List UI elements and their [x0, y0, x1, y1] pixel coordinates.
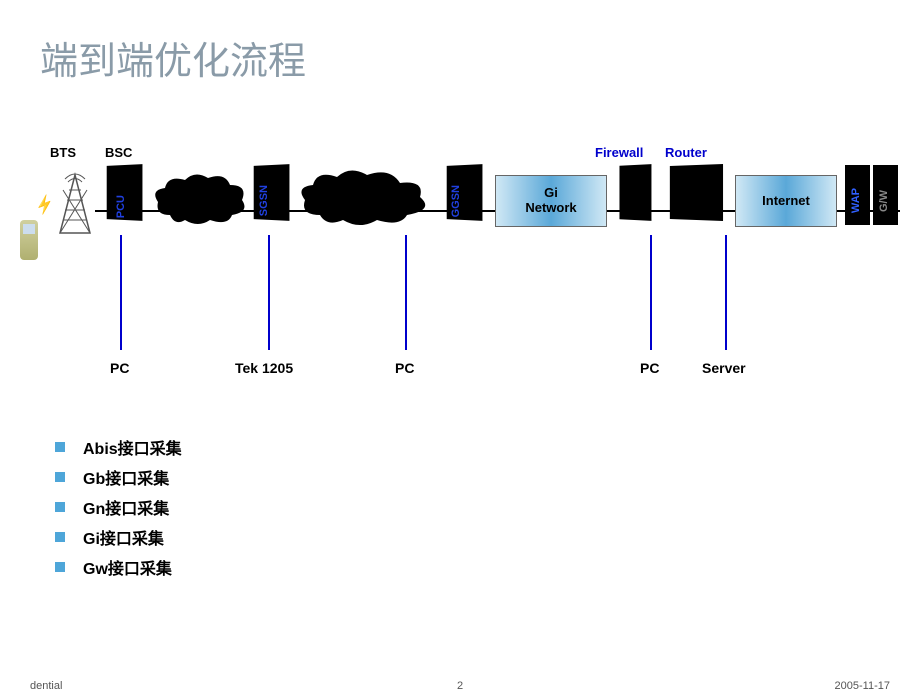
bullet-text: Gb接口采集: [83, 465, 169, 489]
bullet-text: Gn接口采集: [83, 495, 169, 519]
tap-line-pc2: [405, 235, 407, 350]
list-item: Abis接口采集: [55, 435, 182, 459]
tap-line-pc1: [120, 235, 122, 350]
wap-text: WAP: [850, 188, 862, 213]
sgsn-text: SGSN: [258, 185, 270, 216]
footer-page: 2: [457, 680, 463, 692]
gi-network-node: Gi Network: [495, 175, 607, 227]
tap-line-server: [725, 235, 727, 350]
handset-icon: [20, 220, 38, 260]
bullet-list: Abis接口采集 Gb接口采集 Gn接口采集 Gi接口采集 Gw接口采集: [55, 435, 182, 585]
list-item: Gw接口采集: [55, 555, 182, 579]
tap-label-pc2: PC: [395, 360, 414, 376]
label-firewall: Firewall: [595, 145, 643, 160]
bullet-icon: [55, 532, 65, 542]
ggsn-text: GGSN: [450, 185, 462, 217]
label-bsc: BSC: [105, 145, 132, 160]
tap-line-tek: [268, 235, 270, 350]
router-node: [670, 164, 723, 221]
tap-label-tek: Tek 1205: [235, 360, 293, 376]
footer-left: dential: [30, 680, 62, 692]
footer-date: 2005-11-17: [835, 680, 890, 692]
label-router: Router: [665, 145, 707, 160]
list-item: Gb接口采集: [55, 465, 182, 489]
bts-tower-icon: [55, 165, 95, 235]
bullet-icon: [55, 562, 65, 572]
tap-label-server: Server: [702, 360, 746, 376]
cloud-2: [295, 165, 435, 230]
page-title: 端到端优化流程: [40, 30, 306, 85]
signal-icon: ⚡: [32, 192, 58, 218]
tap-line-pc3: [650, 235, 652, 350]
label-bts: BTS: [50, 145, 76, 160]
cloud-1: [150, 170, 250, 228]
tap-label-pc3: PC: [640, 360, 659, 376]
bullet-text: Gw接口采集: [83, 555, 172, 579]
pcu-text: PCU: [115, 195, 127, 218]
list-item: Gn接口采集: [55, 495, 182, 519]
firewall-node: [619, 164, 651, 221]
list-item: Gi接口采集: [55, 525, 182, 549]
gw-text: G/W: [878, 190, 890, 212]
bullet-text: Abis接口采集: [83, 435, 182, 459]
bullet-icon: [55, 442, 65, 452]
bullet-text: Gi接口采集: [83, 525, 164, 549]
internet-node: Internet: [735, 175, 837, 227]
network-diagram: BTS BSC Firewall Router ⚡ PCU SGSN GGSN …: [0, 140, 920, 400]
bullet-icon: [55, 472, 65, 482]
tap-label-pc1: PC: [110, 360, 129, 376]
bullet-icon: [55, 502, 65, 512]
